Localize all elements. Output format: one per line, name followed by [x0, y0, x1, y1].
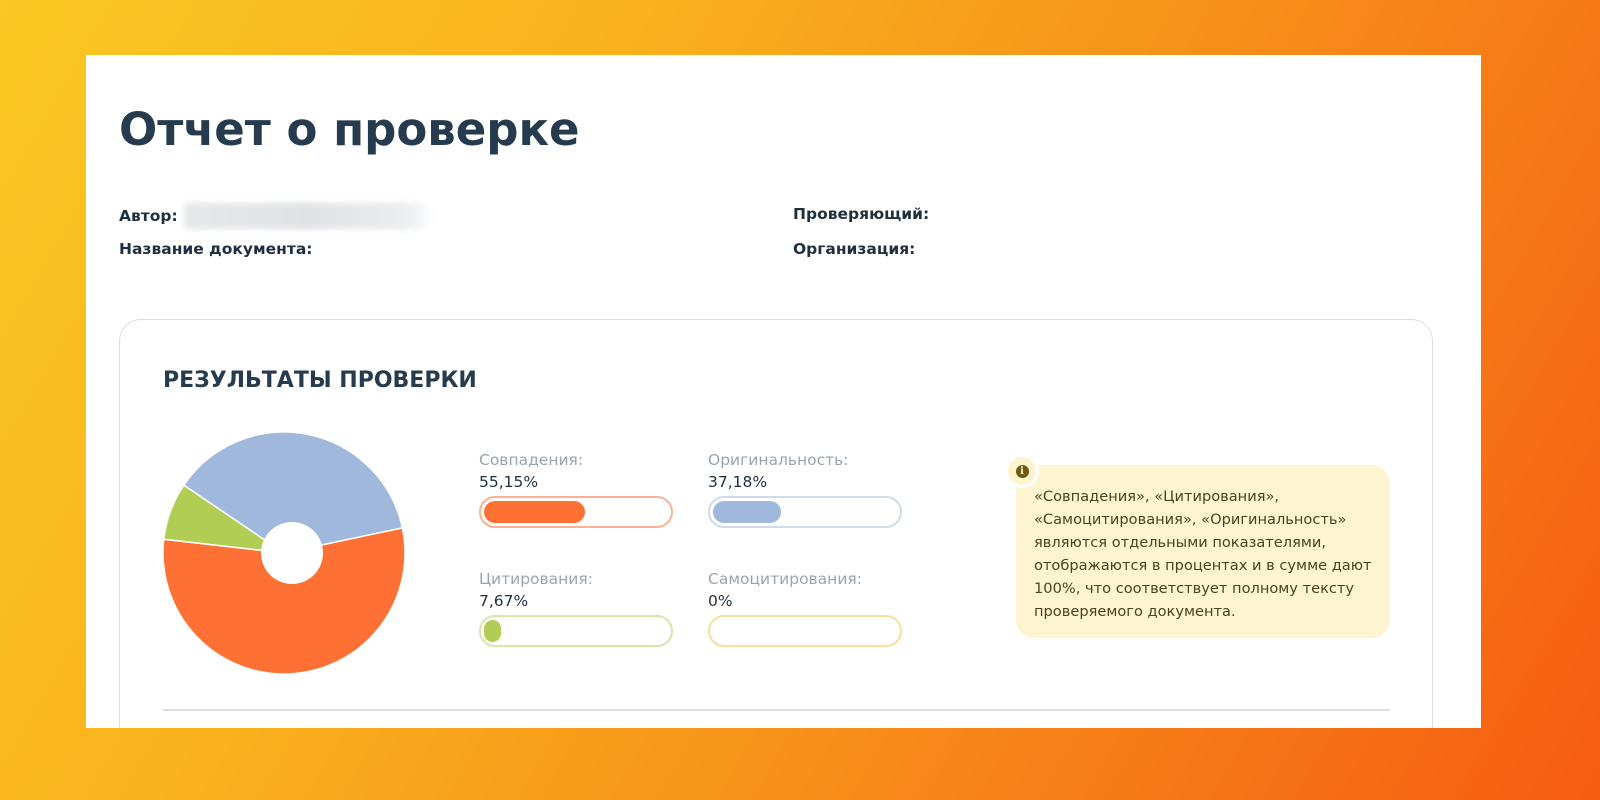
- report-panel: Отчет о проверке Автор: Название докумен…: [86, 55, 1481, 728]
- metric-label: Оригинальность:: [708, 451, 849, 469]
- pie-slice-Совпадения: [162, 526, 406, 675]
- author-label: Автор:: [119, 207, 178, 225]
- info-icon-badge: i: [1005, 454, 1039, 488]
- progress-fill: [484, 620, 501, 642]
- metric-matches: Совпадения: 55,15%: [479, 449, 673, 528]
- metric-originality: Оригинальность: 37,18%: [708, 449, 902, 528]
- page-title: Отчет о проверке: [119, 103, 580, 156]
- metric-citations: Цитирования: 7,67%: [479, 568, 673, 647]
- progress-bar: [708, 496, 902, 528]
- section-divider: [163, 709, 1390, 711]
- metric-label: Самоцитирования:: [708, 570, 862, 588]
- reviewer-label: Проверяющий:: [793, 205, 930, 223]
- metric-value: 7,67%: [479, 592, 529, 610]
- progress-bar: [708, 615, 902, 647]
- metric-value: 55,15%: [479, 473, 539, 491]
- progress-fill: [484, 501, 586, 523]
- metric-value: 37,18%: [708, 473, 768, 491]
- results-card: РЕЗУЛЬТАТЫ ПРОВЕРКИ Совпадения: 55,15% О…: [119, 319, 1433, 728]
- organization-label: Организация:: [793, 240, 916, 258]
- document-name-label: Название документа:: [119, 240, 313, 258]
- pie-slice-Оригинальность: [182, 431, 404, 554]
- results-pie-chart: [162, 431, 406, 675]
- info-note: «Совпадения», «Цитирования», «Самоцитиро…: [1016, 465, 1390, 638]
- info-icon-background: i: [1008, 457, 1036, 485]
- pie-hole: [261, 522, 323, 584]
- metric-label: Цитирования:: [479, 570, 593, 588]
- meta-author: Автор:: [119, 203, 434, 229]
- metric-self-citations: Самоцитирования: 0%: [708, 568, 902, 647]
- metric-label: Совпадения:: [479, 451, 584, 469]
- author-value-redacted: [183, 203, 434, 229]
- info-icon: i: [1015, 464, 1029, 478]
- progress-bar: [479, 496, 673, 528]
- meta-organization: Организация:: [793, 240, 921, 258]
- metric-value: 0%: [708, 592, 733, 610]
- progress-bar: [479, 615, 673, 647]
- meta-reviewer: Проверяющий:: [793, 205, 935, 223]
- results-title: РЕЗУЛЬТАТЫ ПРОВЕРКИ: [163, 368, 477, 393]
- progress-fill: [713, 501, 782, 523]
- meta-document-name: Название документа:: [119, 240, 319, 258]
- info-note-text: «Совпадения», «Цитирования», «Самоцитиро…: [1034, 488, 1372, 620]
